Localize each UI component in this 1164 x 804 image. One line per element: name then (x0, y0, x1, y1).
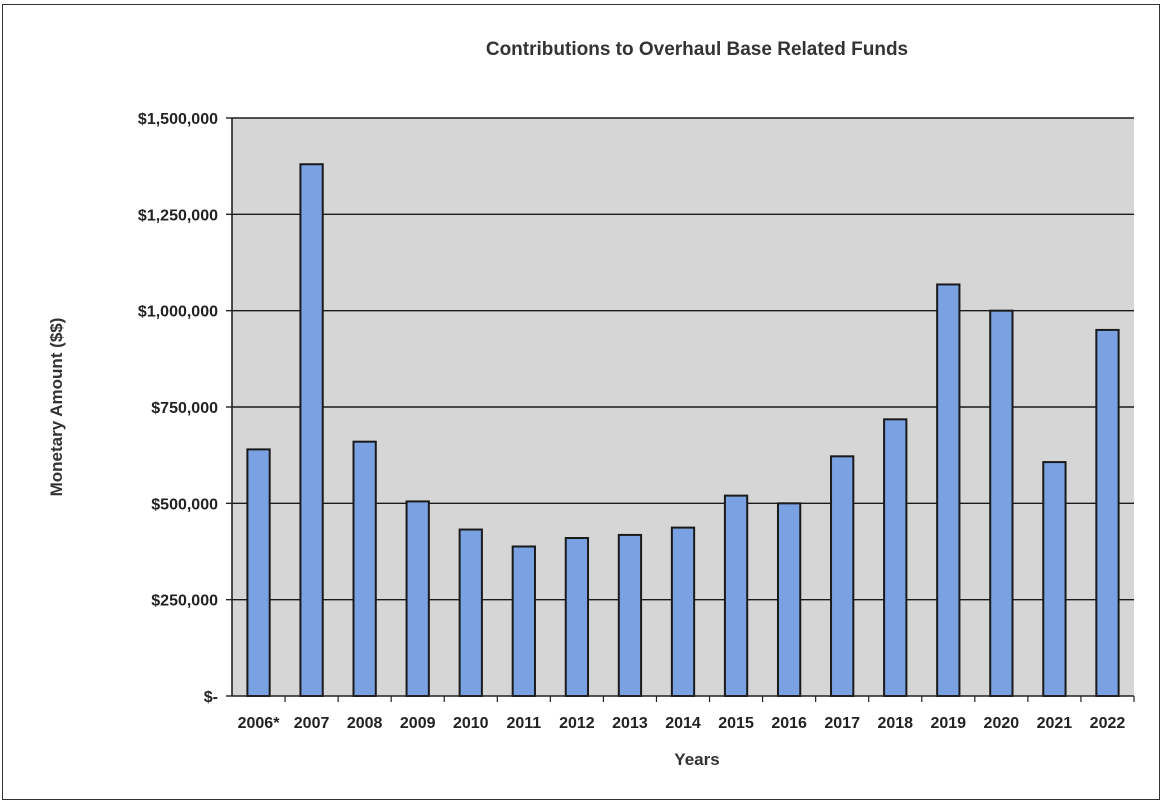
x-tick-label: 2012 (559, 715, 595, 732)
bar-2007 (299, 163, 324, 698)
x-tick-label: 2006* (238, 715, 281, 732)
bar-2020 (989, 309, 1014, 697)
x-tick-label: 2010 (453, 715, 489, 732)
bar-2013 (617, 533, 643, 697)
x-axis-label: Years (674, 750, 719, 769)
x-tick-label: 2016 (771, 715, 807, 732)
x-tick-label: 2007 (294, 715, 330, 732)
bar-2010 (458, 528, 483, 698)
y-tick-label: $500,000 (151, 496, 218, 513)
bar-2019 (936, 283, 961, 697)
y-tick-label: $- (204, 689, 218, 706)
bars (246, 163, 1120, 698)
x-tick-label: 2022 (1090, 715, 1126, 732)
gridlines (232, 117, 1134, 601)
x-tick-label: 2015 (718, 715, 754, 732)
x-tick-labels: 2006* 2007 2008 2009 2010 2011 2012 2013 2014 201… (238, 696, 1135, 732)
bar-2022 (1095, 328, 1120, 697)
bar-2015 (723, 494, 749, 698)
x-tick-label: 2017 (824, 715, 860, 732)
bar-2011 (511, 545, 536, 697)
y-tick-label: $250,000 (151, 593, 218, 610)
chart-title: Contributions to Overhaul Base Related F… (486, 39, 908, 60)
x-tick-label: 2020 (984, 715, 1020, 732)
x-tick-label: 2018 (877, 715, 913, 732)
bar-2016 (776, 502, 802, 698)
y-tick-label: $1,250,000 (138, 207, 218, 224)
bar-2009 (405, 500, 430, 698)
x-tick-label: 2008 (347, 715, 383, 732)
y-tick-label: $1,500,000 (138, 111, 218, 128)
x-tick-label: 2019 (930, 715, 966, 732)
x-tick-label: 2009 (400, 715, 436, 732)
x-tick-label: 2011 (506, 715, 541, 732)
y-tick-label: $750,000 (151, 400, 218, 417)
x-tick-label: 2021 (1037, 715, 1073, 732)
y-tick-labels: $- $250,000 $500,000 $750,000 $1,000,000 $1,2… (138, 111, 232, 706)
y-tick-label: $1,000,000 (138, 304, 218, 321)
bar-2018 (883, 418, 908, 697)
bar-2008 (352, 440, 377, 697)
y-axis-label: Monetary Amount ($$) (47, 318, 66, 497)
bar-2017 (830, 455, 855, 697)
x-tick-label: 2014 (665, 715, 701, 732)
bar-2006* (246, 448, 271, 697)
bar-2012 (564, 537, 590, 697)
bar-2021 (1042, 461, 1067, 697)
x-tick-label: 2013 (612, 715, 648, 732)
bar-2014 (670, 526, 696, 697)
